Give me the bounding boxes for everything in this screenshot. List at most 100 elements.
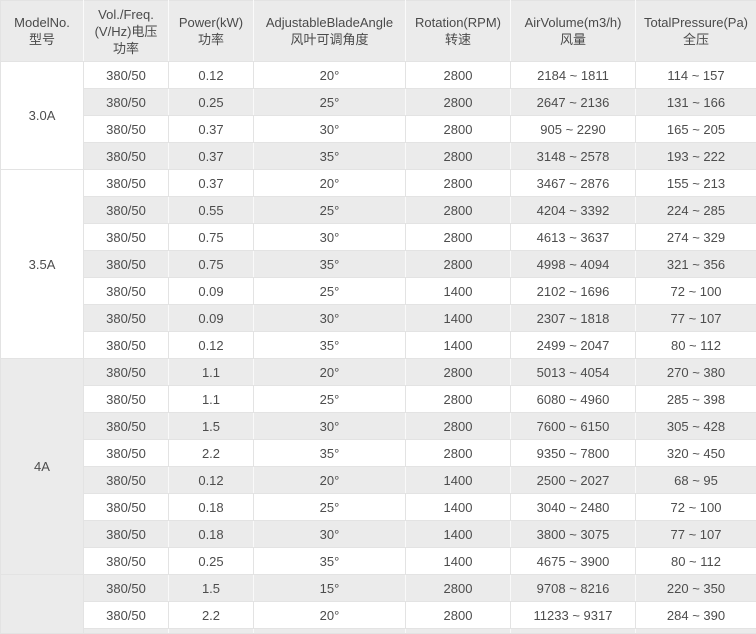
cell-angle: 30° <box>254 413 406 440</box>
cell-pressure: 193 ~ 222 <box>636 143 756 170</box>
cell-angle: 20° <box>254 467 406 494</box>
cell-rotation: 2800 <box>406 413 511 440</box>
cell-airvolume: 3467 ~ 2876 <box>511 170 636 197</box>
cell-rotation: 1400 <box>406 467 511 494</box>
cell-pressure: 284 ~ 390 <box>636 602 756 629</box>
cell-pressure: 80 ~ 112 <box>636 548 756 575</box>
model-cell: 4A <box>1 359 84 575</box>
cell-angle: 20° <box>254 359 406 386</box>
model-cell <box>1 575 84 634</box>
cell-pressure: 305 ~ 428 <box>636 413 756 440</box>
header-line: Vol./Freq. <box>84 6 168 23</box>
cell-airvolume: 2307 ~ 1818 <box>511 305 636 332</box>
partial-cell <box>84 629 169 634</box>
cell-volfreq: 380/50 <box>84 305 169 332</box>
cell-airvolume: 6080 ~ 4960 <box>511 386 636 413</box>
col-header-model: ModelNo.型号 <box>1 1 84 62</box>
cell-power: 0.09 <box>169 305 254 332</box>
cell-pressure: 220 ~ 350 <box>636 575 756 602</box>
cell-airvolume: 905 ~ 2290 <box>511 116 636 143</box>
cell-angle: 30° <box>254 116 406 143</box>
cell-power: 0.18 <box>169 494 254 521</box>
cell-volfreq: 380/50 <box>84 413 169 440</box>
cell-power: 0.12 <box>169 62 254 89</box>
cell-pressure: 131 ~ 166 <box>636 89 756 116</box>
model-cell: 3.5A <box>1 170 84 359</box>
cell-angle: 25° <box>254 494 406 521</box>
cell-rotation: 1400 <box>406 521 511 548</box>
header-line: 转速 <box>406 31 510 48</box>
cell-airvolume: 9708 ~ 8216 <box>511 575 636 602</box>
cell-angle: 30° <box>254 521 406 548</box>
cell-airvolume: 2500 ~ 2027 <box>511 467 636 494</box>
cell-power: 2.2 <box>169 440 254 467</box>
cell-rotation: 2800 <box>406 251 511 278</box>
cell-angle: 25° <box>254 278 406 305</box>
cell-pressure: 165 ~ 205 <box>636 116 756 143</box>
cell-volfreq: 380/50 <box>84 89 169 116</box>
header-line: 全压 <box>636 31 756 48</box>
cell-volfreq: 380/50 <box>84 548 169 575</box>
cell-pressure: 285 ~ 398 <box>636 386 756 413</box>
cell-pressure: 274 ~ 329 <box>636 224 756 251</box>
cell-rotation: 2800 <box>406 62 511 89</box>
cell-rotation: 2800 <box>406 440 511 467</box>
cell-pressure: 155 ~ 213 <box>636 170 756 197</box>
cell-volfreq: 380/50 <box>84 521 169 548</box>
cell-volfreq: 380/50 <box>84 440 169 467</box>
cell-power: 0.37 <box>169 116 254 143</box>
cell-airvolume: 9350 ~ 7800 <box>511 440 636 467</box>
cell-airvolume: 3800 ~ 3075 <box>511 521 636 548</box>
cell-airvolume: 4613 ~ 3637 <box>511 224 636 251</box>
cell-rotation: 2800 <box>406 575 511 602</box>
cell-airvolume: 3040 ~ 2480 <box>511 494 636 521</box>
partial-cell <box>406 629 511 634</box>
cell-volfreq: 380/50 <box>84 278 169 305</box>
cell-power: 0.18 <box>169 521 254 548</box>
cell-angle: 20° <box>254 170 406 197</box>
partial-cell <box>169 629 254 634</box>
col-header-power: Power(kW)功率 <box>169 1 254 62</box>
cell-power: 0.75 <box>169 251 254 278</box>
cell-volfreq: 380/50 <box>84 386 169 413</box>
cell-power: 1.1 <box>169 359 254 386</box>
header-line: 风叶可调角度 <box>254 31 405 48</box>
cell-volfreq: 380/50 <box>84 332 169 359</box>
cell-rotation: 2800 <box>406 224 511 251</box>
cell-rotation: 2800 <box>406 116 511 143</box>
header-line: 功率 <box>169 31 253 48</box>
cell-rotation: 2800 <box>406 89 511 116</box>
cell-rotation: 2800 <box>406 602 511 629</box>
cell-power: 0.55 <box>169 197 254 224</box>
col-header-airvolume: AirVolume(m3/h)风量 <box>511 1 636 62</box>
cell-airvolume: 7600 ~ 6150 <box>511 413 636 440</box>
cell-angle: 15° <box>254 575 406 602</box>
cell-volfreq: 380/50 <box>84 224 169 251</box>
cell-volfreq: 380/50 <box>84 197 169 224</box>
cell-volfreq: 380/50 <box>84 251 169 278</box>
header-line: (V/Hz)电压 <box>84 23 168 40</box>
cell-angle: 35° <box>254 143 406 170</box>
cell-power: 0.09 <box>169 278 254 305</box>
cell-rotation: 2800 <box>406 197 511 224</box>
cell-power: 0.37 <box>169 143 254 170</box>
cell-power: 1.5 <box>169 575 254 602</box>
cell-volfreq: 380/50 <box>84 62 169 89</box>
cell-pressure: 320 ~ 450 <box>636 440 756 467</box>
cell-rotation: 2800 <box>406 359 511 386</box>
cell-angle: 20° <box>254 62 406 89</box>
